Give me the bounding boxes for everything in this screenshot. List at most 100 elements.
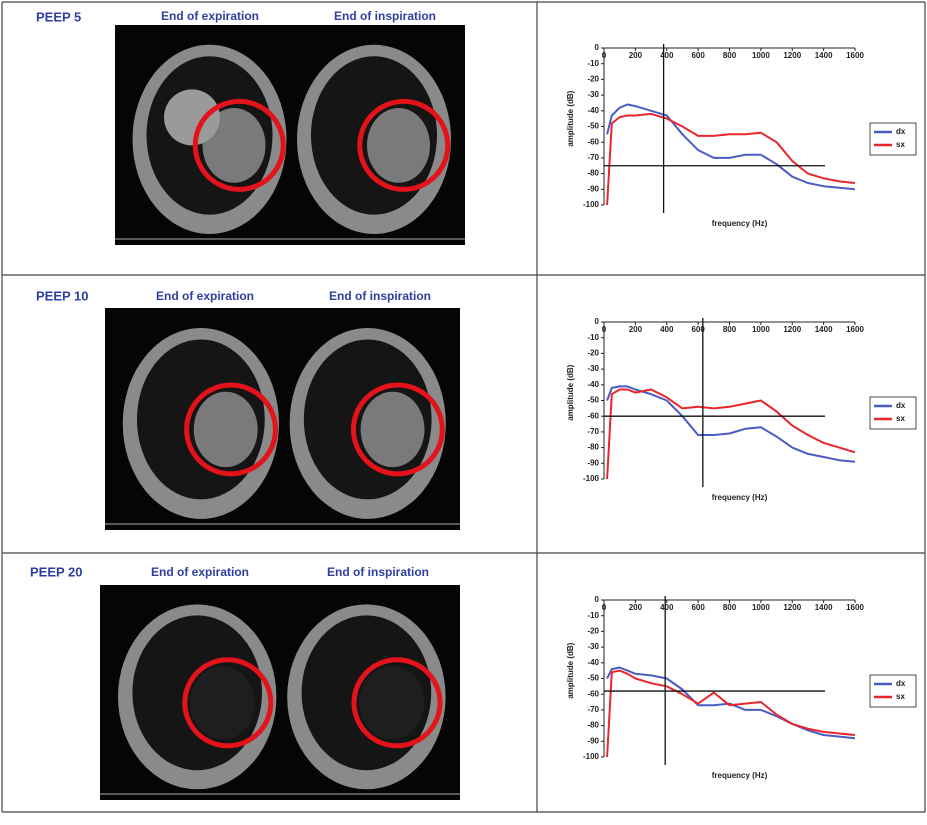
image-caption: End of expiration — [151, 565, 249, 579]
y-tick-label: -40 — [587, 106, 599, 115]
roi-circle — [351, 657, 443, 749]
panel-label: PEEP 10 — [36, 288, 89, 303]
y-tick-label: -60 — [587, 689, 599, 698]
y-tick-label: -60 — [587, 137, 599, 146]
series-line — [606, 103, 856, 191]
y-tick-label: -30 — [587, 642, 599, 651]
y-tick-label: -90 — [587, 458, 599, 467]
x-tick-label: 1400 — [815, 603, 833, 612]
x-tick-label: 1200 — [783, 603, 801, 612]
image-caption: End of expiration — [156, 289, 254, 303]
image-caption: End of inspiration — [334, 9, 436, 23]
series-line — [606, 112, 856, 206]
legend-label: sx — [896, 414, 905, 423]
x-tick-label: 1200 — [783, 325, 801, 334]
series-line — [606, 385, 856, 463]
x-tick-label: 200 — [629, 51, 643, 60]
x-tick-label: 0 — [602, 51, 607, 60]
x-tick-label: 800 — [723, 51, 737, 60]
x-axis-label: frequency (Hz) — [712, 493, 768, 502]
legend-label: dx — [896, 401, 906, 410]
y-tick-label: 0 — [595, 317, 600, 326]
roi-circle — [192, 98, 286, 192]
x-tick-label: 400 — [660, 51, 674, 60]
roi-circle — [357, 98, 451, 192]
roi-circle — [350, 382, 445, 477]
x-tick-label: 1600 — [846, 325, 864, 334]
y-tick-label: -100 — [583, 200, 600, 209]
x-tick-label: 1000 — [752, 603, 770, 612]
ct-lung-dense — [193, 391, 258, 468]
legend-box — [869, 396, 917, 430]
ct-lung-dense — [367, 107, 430, 183]
y-tick-label: -100 — [583, 752, 600, 761]
x-axis-label: frequency (Hz) — [712, 771, 768, 780]
y-tick-label: -70 — [587, 153, 599, 162]
x-tick-label: 1200 — [783, 51, 801, 60]
x-tick-label: 1000 — [752, 325, 770, 334]
y-tick-label: -90 — [587, 736, 599, 745]
y-tick-label: 0 — [595, 43, 600, 52]
legend-box — [869, 674, 917, 708]
ct-heart — [164, 89, 220, 146]
ct-lung-dense — [190, 666, 255, 740]
series-line — [606, 666, 856, 740]
x-tick-label: 400 — [660, 325, 674, 334]
legend-label: dx — [896, 679, 906, 688]
ct-lung-dense — [360, 391, 425, 468]
x-tick-label: 800 — [723, 325, 737, 334]
y-tick-label: -80 — [587, 721, 599, 730]
y-axis-label: amplitude (dB) — [566, 642, 575, 698]
x-tick-label: 800 — [723, 603, 737, 612]
x-tick-label: 600 — [691, 603, 705, 612]
x-tick-label: 400 — [660, 603, 674, 612]
x-tick-label: 0 — [602, 603, 607, 612]
x-tick-label: 600 — [691, 325, 705, 334]
panel-label: PEEP 5 — [36, 9, 81, 24]
roi-circle — [182, 657, 274, 749]
x-tick-label: 1400 — [815, 325, 833, 334]
y-tick-label: -10 — [587, 611, 599, 620]
x-tick-label: 200 — [629, 603, 643, 612]
y-tick-label: -50 — [587, 122, 599, 131]
y-tick-label: -30 — [587, 364, 599, 373]
y-tick-label: -30 — [587, 90, 599, 99]
y-tick-label: -70 — [587, 427, 599, 436]
y-tick-label: -20 — [587, 75, 599, 84]
legend-box — [869, 122, 917, 156]
roi-circle — [184, 382, 278, 477]
image-caption: End of inspiration — [327, 565, 429, 579]
y-tick-label: -20 — [587, 627, 599, 636]
ct-lung-dense — [359, 666, 424, 740]
y-tick-label: -10 — [587, 333, 599, 342]
x-tick-label: 1600 — [846, 51, 864, 60]
y-tick-label: -50 — [587, 396, 599, 405]
y-tick-label: -10 — [587, 59, 599, 68]
y-tick-label: -80 — [587, 169, 599, 178]
series-line — [606, 669, 856, 758]
y-tick-label: 0 — [595, 595, 600, 604]
x-tick-label: 600 — [691, 51, 705, 60]
x-tick-label: 1000 — [752, 51, 770, 60]
series-line — [606, 388, 856, 480]
x-tick-label: 1600 — [846, 603, 864, 612]
y-tick-label: -70 — [587, 705, 599, 714]
y-axis-label: amplitude (dB) — [566, 90, 575, 146]
x-tick-label: 200 — [629, 325, 643, 334]
y-tick-label: -90 — [587, 184, 599, 193]
y-tick-label: -40 — [587, 380, 599, 389]
y-tick-label: -80 — [587, 443, 599, 452]
x-axis-label: frequency (Hz) — [712, 219, 768, 228]
y-tick-label: -50 — [587, 674, 599, 683]
legend-label: sx — [896, 140, 905, 149]
image-caption: End of expiration — [161, 9, 259, 23]
y-tick-label: -100 — [583, 474, 600, 483]
y-tick-label: -40 — [587, 658, 599, 667]
y-tick-label: -60 — [587, 411, 599, 420]
panel-label: PEEP 20 — [30, 564, 83, 579]
image-caption: End of inspiration — [329, 289, 431, 303]
legend-label: dx — [896, 127, 906, 136]
y-tick-label: -20 — [587, 349, 599, 358]
